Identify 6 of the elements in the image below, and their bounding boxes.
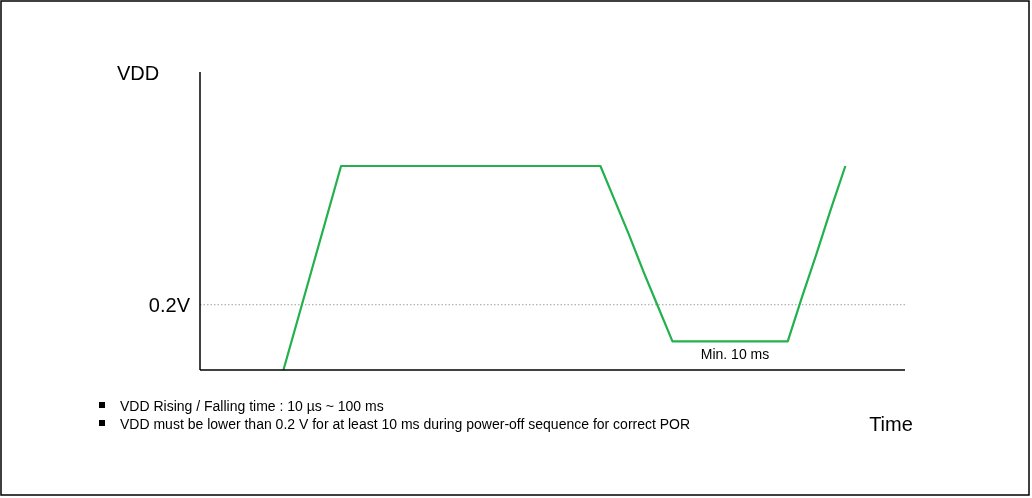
ref-line-label: 0.2V	[148, 293, 191, 316]
x-axis-title: Time	[869, 413, 913, 435]
y-axis-title: VDD	[117, 62, 160, 84]
text: VDD Rising / Falling time : 10 µs ~ 100 ms	[120, 398, 384, 414]
text: VDD must be lower than 0.2 V for at least 10 ms during power-off sequence for correct POR	[120, 416, 691, 432]
annotation: Min. 10 ms	[700, 346, 770, 362]
